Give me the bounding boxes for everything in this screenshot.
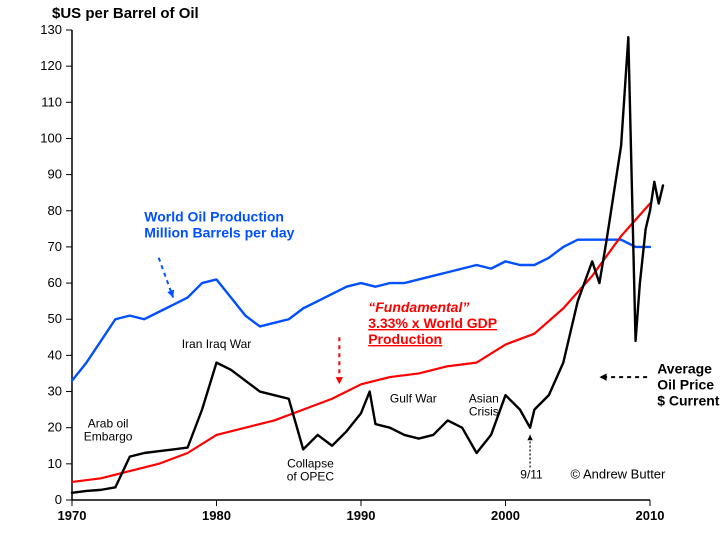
x-tick-label: 1990 xyxy=(347,508,376,523)
x-tick-label: 1980 xyxy=(202,508,231,523)
oil-price-chart: 0 10 20 30 40 50 60 70 80 90 100 110 120 130 1970 1980 1… xyxy=(0,0,721,542)
annotation-asian-crisis: AsianCrisis xyxy=(469,391,499,418)
y-tick-label: 90 xyxy=(48,167,62,182)
annotation-911: 9/11 xyxy=(520,467,543,481)
oil-price-legend: AverageOil Price$ Current xyxy=(657,360,720,408)
annotation-arab-oil-embargo: Arab oilEmbargo xyxy=(84,417,133,444)
annotation-collapse-opec: Collapseof OPEC xyxy=(287,456,335,483)
credit-text: © Andrew Butter xyxy=(571,466,667,481)
y-tick-label: 20 xyxy=(48,420,62,435)
fundamental-legend: “Fundamental”3.33% x World GDPProduction xyxy=(368,299,497,347)
y-tick-label: 40 xyxy=(48,347,62,362)
y-tick-label: 100 xyxy=(40,130,62,145)
y-tick-label: 10 xyxy=(48,456,62,471)
fundamental-line xyxy=(72,204,650,482)
y-axis-title: $US per Barrel of Oil xyxy=(52,5,199,22)
annotation-iran-iraq-war: Iran Iraq War xyxy=(182,337,252,351)
y-tick-label: 30 xyxy=(48,384,62,399)
x-tick-label: 1970 xyxy=(58,508,87,523)
y-tick-label: 0 xyxy=(55,492,62,507)
production-legend: World Oil ProductionMillion Barrels per … xyxy=(144,209,294,241)
y-tick-label: 50 xyxy=(48,311,62,326)
y-tick-label: 70 xyxy=(48,239,62,254)
y-tick-label: 110 xyxy=(41,94,62,109)
x-tick-label: 2000 xyxy=(491,508,520,523)
oil-price-line xyxy=(72,37,663,493)
x-tick-label: 2010 xyxy=(636,508,665,523)
annotation-gulf-war: Gulf War xyxy=(390,391,437,405)
y-tick-label: 120 xyxy=(40,58,62,73)
y-tick-label: 80 xyxy=(48,203,62,218)
y-tick-label: 60 xyxy=(48,275,62,290)
y-tick-label: 130 xyxy=(40,22,62,37)
